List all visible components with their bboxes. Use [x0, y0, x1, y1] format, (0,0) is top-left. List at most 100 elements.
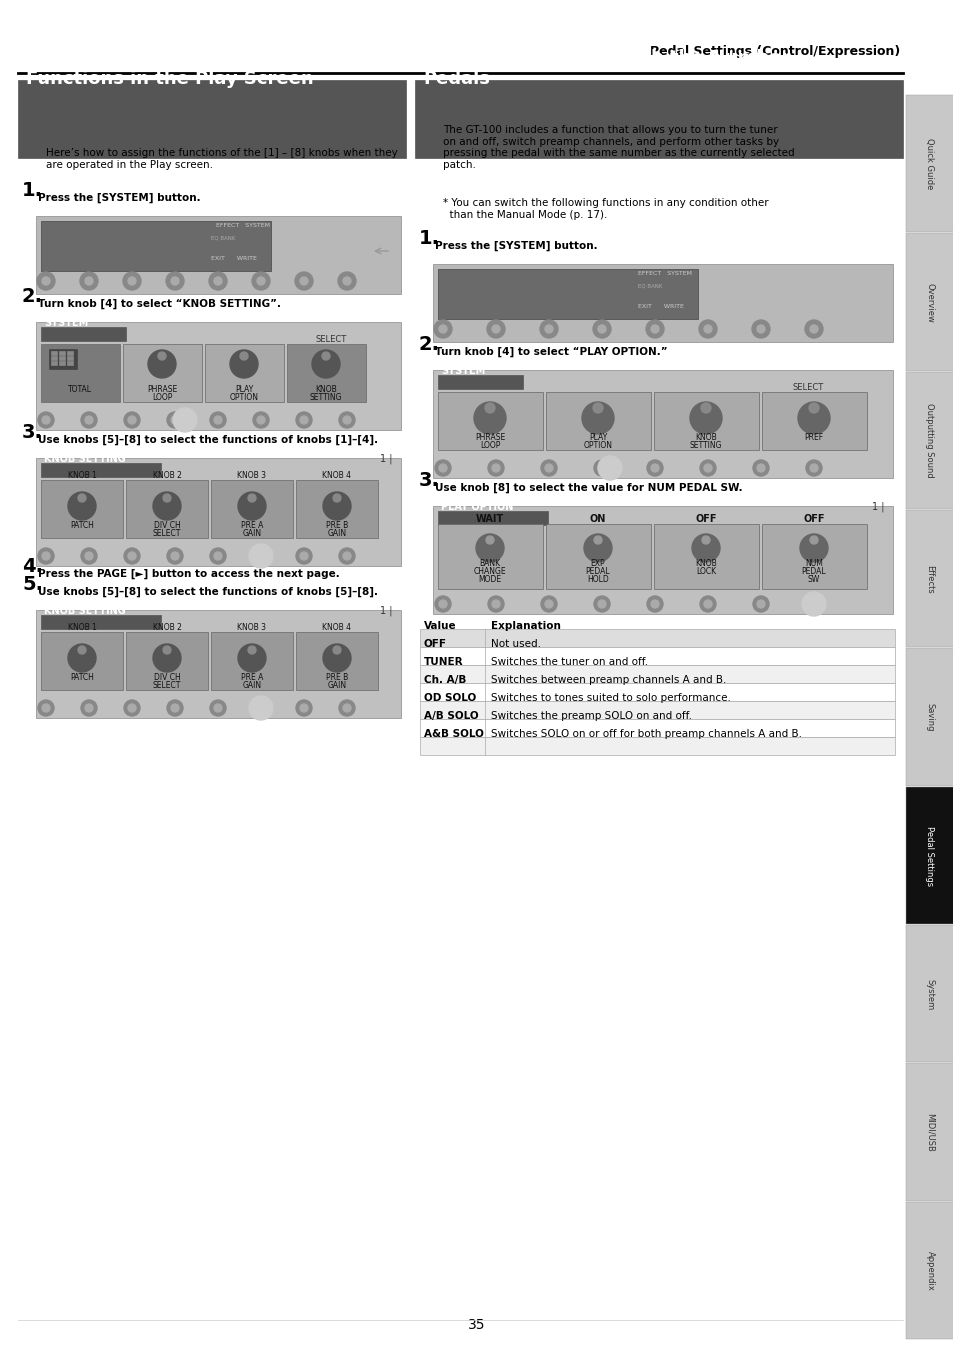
Text: Switches the preamp SOLO on and off.: Switches the preamp SOLO on and off.: [491, 711, 691, 721]
Bar: [36, 216, 400, 294]
Bar: [51, 351, 57, 355]
Circle shape: [691, 535, 720, 562]
Text: SW: SW: [807, 575, 820, 585]
Text: 4.: 4.: [22, 558, 43, 576]
Circle shape: [248, 647, 255, 653]
Circle shape: [171, 277, 179, 285]
Circle shape: [213, 277, 222, 285]
Circle shape: [323, 644, 351, 672]
Circle shape: [171, 416, 179, 424]
Circle shape: [645, 320, 663, 338]
Text: Press the PAGE [►] button to access the next page.: Press the PAGE [►] button to access the …: [38, 568, 339, 579]
Bar: [123, 344, 202, 402]
Circle shape: [646, 460, 662, 477]
Circle shape: [171, 703, 179, 711]
Text: SETTING: SETTING: [689, 441, 721, 450]
Text: PLAY: PLAY: [588, 433, 606, 441]
Bar: [211, 481, 293, 539]
Text: Explanation: Explanation: [491, 621, 560, 630]
Bar: [419, 666, 894, 683]
Circle shape: [163, 494, 171, 502]
Text: Not used.: Not used.: [491, 639, 540, 649]
Circle shape: [210, 412, 226, 428]
Circle shape: [435, 595, 451, 612]
Text: OFF: OFF: [695, 514, 716, 524]
Circle shape: [751, 320, 769, 338]
Bar: [126, 481, 208, 539]
Text: PRE A: PRE A: [240, 674, 263, 682]
Circle shape: [171, 552, 179, 560]
Bar: [905, 234, 953, 371]
Bar: [905, 925, 953, 1062]
Text: Switches between preamp channels A and B.: Switches between preamp channels A and B…: [491, 675, 725, 684]
Text: PEDAL: PEDAL: [585, 567, 610, 576]
Bar: [433, 506, 892, 614]
Text: SELECT: SELECT: [792, 383, 823, 392]
Circle shape: [809, 599, 817, 608]
Circle shape: [37, 271, 55, 290]
Circle shape: [230, 350, 257, 378]
Circle shape: [128, 416, 136, 424]
Bar: [905, 787, 953, 923]
Circle shape: [805, 460, 821, 477]
Text: OPTION: OPTION: [230, 393, 258, 402]
Circle shape: [167, 412, 183, 428]
Circle shape: [237, 491, 266, 520]
Bar: [437, 512, 547, 525]
Circle shape: [253, 412, 269, 428]
Text: KNOB 2: KNOB 2: [152, 622, 181, 632]
Text: Turn knob [4] to select “KNOB SETTING”.: Turn knob [4] to select “KNOB SETTING”.: [38, 298, 281, 309]
Circle shape: [594, 460, 609, 477]
Text: 2.: 2.: [22, 288, 43, 306]
Circle shape: [598, 599, 605, 608]
Circle shape: [210, 701, 226, 716]
Circle shape: [295, 701, 312, 716]
Circle shape: [581, 402, 614, 433]
Text: 1.: 1.: [418, 230, 439, 248]
Text: HOLD: HOLD: [586, 575, 608, 585]
Text: GAIN: GAIN: [327, 529, 346, 539]
Circle shape: [809, 325, 817, 333]
Bar: [295, 632, 377, 690]
Circle shape: [689, 402, 721, 433]
Bar: [419, 720, 894, 737]
Circle shape: [294, 271, 313, 290]
Bar: [437, 269, 698, 319]
Circle shape: [492, 325, 499, 333]
Text: PATCH: PATCH: [70, 674, 93, 682]
Text: Switches the tuner on and off.: Switches the tuner on and off.: [491, 657, 647, 667]
Circle shape: [797, 402, 829, 433]
Circle shape: [703, 599, 711, 608]
Circle shape: [210, 548, 226, 564]
Circle shape: [128, 703, 136, 711]
Circle shape: [435, 460, 451, 477]
Circle shape: [256, 703, 265, 711]
Bar: [59, 351, 65, 355]
Text: Use knob [8] to select the value for NUM PEDAL SW.: Use knob [8] to select the value for NUM…: [435, 483, 741, 493]
Circle shape: [240, 352, 248, 360]
Text: PHRASE: PHRASE: [147, 385, 177, 394]
Circle shape: [333, 494, 340, 502]
Bar: [205, 344, 284, 402]
Text: PRE B: PRE B: [326, 674, 348, 682]
Bar: [49, 350, 77, 369]
Circle shape: [42, 416, 50, 424]
Text: SETTING: SETTING: [310, 393, 342, 402]
Text: SELECT: SELECT: [152, 529, 181, 539]
Circle shape: [474, 402, 505, 433]
Text: TOTAL: TOTAL: [68, 385, 91, 394]
Circle shape: [476, 535, 503, 562]
Bar: [67, 351, 73, 355]
Text: EXIT      WRITE: EXIT WRITE: [211, 256, 256, 261]
Bar: [905, 648, 953, 786]
Bar: [36, 610, 400, 718]
Circle shape: [594, 536, 601, 544]
Bar: [761, 392, 866, 450]
Circle shape: [299, 703, 308, 711]
Text: Pedal Settings: Pedal Settings: [924, 826, 934, 886]
Circle shape: [485, 536, 494, 544]
Circle shape: [650, 599, 659, 608]
Circle shape: [492, 464, 499, 472]
Circle shape: [78, 494, 86, 502]
Bar: [126, 632, 208, 690]
